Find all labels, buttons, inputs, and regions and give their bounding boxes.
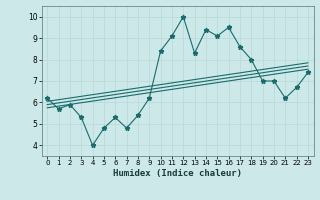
X-axis label: Humidex (Indice chaleur): Humidex (Indice chaleur) xyxy=(113,169,242,178)
